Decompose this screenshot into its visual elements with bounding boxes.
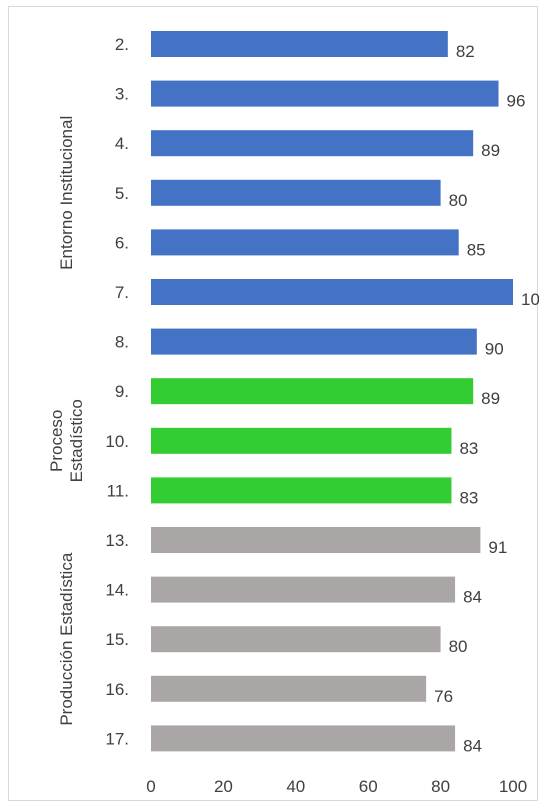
bar [151, 477, 452, 504]
value-label: 90 [485, 340, 504, 359]
bar [151, 229, 459, 256]
value-label: 89 [481, 389, 500, 408]
category-label: 17. [105, 729, 129, 748]
value-label: 91 [488, 538, 507, 557]
group-label-line: Entorno Institucional [57, 116, 76, 270]
value-label: 80 [449, 637, 468, 656]
bar [151, 328, 477, 355]
x-tick-label: 80 [431, 777, 450, 796]
bar [151, 427, 452, 454]
chart-frame: 2. 82 3. 96 4. 89 5. 80 6. 85 7. 100 8. 90 9. 89 10. 83 11… [8, 6, 539, 801]
value-label: 83 [459, 439, 478, 458]
group-label: Producción Estadística [57, 552, 76, 725]
bar-chart: 2. 82 3. 96 4. 89 5. 80 6. 85 7. 100 8. 90 9. 89 10. 83 11… [47, 31, 539, 796]
value-label: 84 [463, 588, 482, 607]
category-label: 13. [105, 531, 129, 550]
x-tick-label: 100 [499, 777, 527, 796]
bar [151, 576, 456, 603]
group-label: Entorno Institucional [57, 116, 76, 270]
category-label: 7. [115, 283, 129, 302]
value-label: 76 [434, 687, 453, 706]
bar [151, 279, 513, 305]
value-label: 83 [459, 488, 478, 507]
category-label: 3. [115, 85, 129, 104]
value-label: 89 [481, 141, 500, 160]
value-label: 96 [507, 92, 526, 111]
category-label: 10. [105, 432, 129, 451]
bar [151, 31, 448, 57]
x-tick-label: 20 [214, 777, 233, 796]
value-label: 85 [467, 240, 486, 259]
bar [151, 527, 481, 553]
bar [151, 179, 441, 206]
x-tick-label: 60 [359, 777, 378, 796]
bar [151, 378, 474, 405]
bar [151, 725, 456, 752]
value-label: 84 [463, 736, 482, 755]
category-label: 14. [105, 581, 129, 600]
category-label: 5. [115, 184, 129, 203]
category-label: 15. [105, 630, 129, 649]
value-label: 82 [456, 42, 475, 61]
bar [151, 130, 474, 157]
group-label: ProcesoEstadístico [47, 399, 86, 482]
category-label: 11. [107, 481, 129, 500]
bar [151, 80, 499, 107]
x-tick-label: 0 [146, 777, 155, 796]
group-label-line: Estadístico [67, 399, 86, 482]
x-tick-label: 40 [286, 777, 305, 796]
category-label: 8. [115, 333, 129, 352]
category-label: 2. [115, 35, 129, 54]
group-label-line: Proceso [47, 410, 66, 472]
category-label: 9. [115, 382, 129, 401]
category-label: 6. [115, 233, 129, 252]
value-label: 80 [449, 191, 468, 210]
bar [151, 626, 441, 653]
value-label: 100 [521, 290, 539, 309]
category-label: 4. [115, 134, 129, 153]
category-label: 16. [105, 680, 129, 699]
bar [151, 675, 427, 702]
group-label-line: Producción Estadística [57, 552, 76, 725]
